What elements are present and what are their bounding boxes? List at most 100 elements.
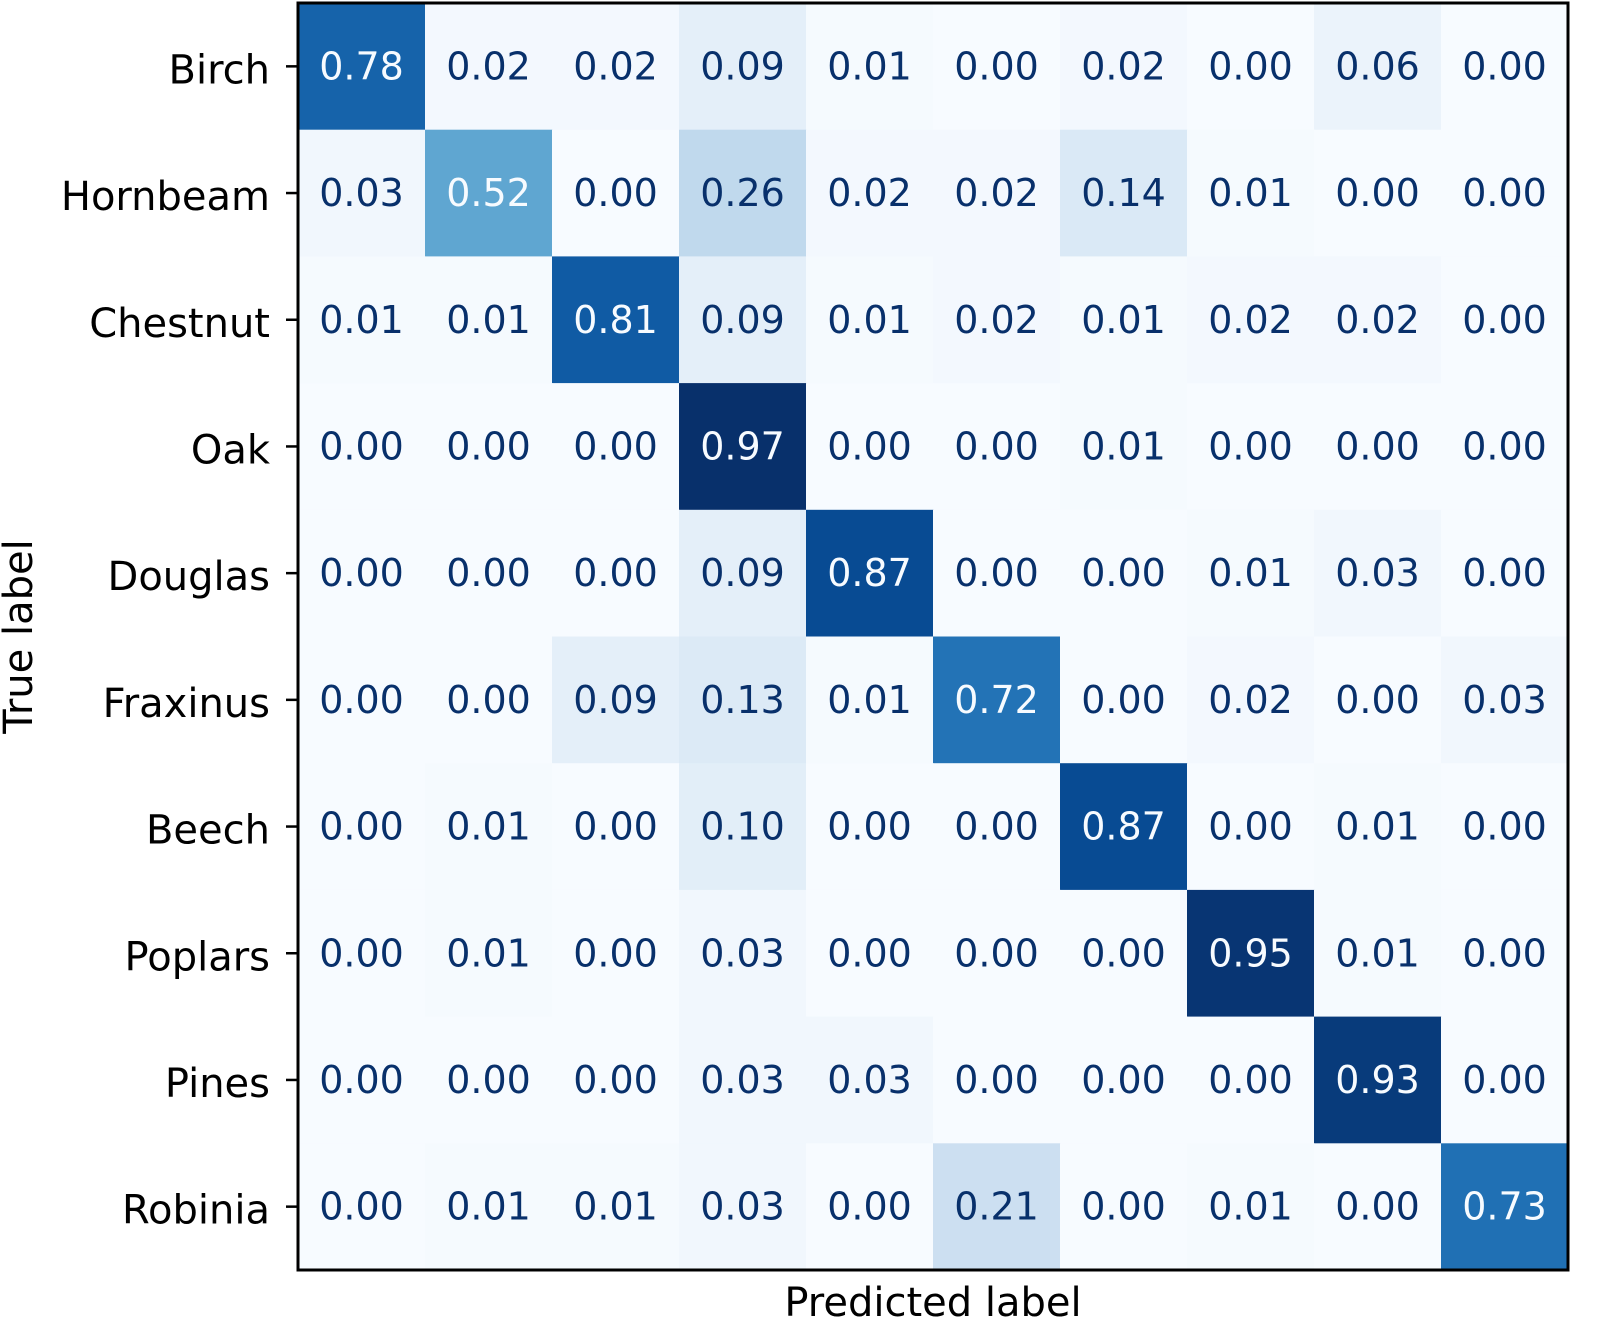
heatmap-cell: [552, 3, 680, 131]
heatmap-cell: [679, 256, 807, 384]
heatmap-cell-label: 0.03: [700, 1058, 785, 1102]
heatmap-cell-label: 0.01: [1335, 805, 1420, 849]
heatmap-cell: [1060, 636, 1188, 764]
y-tick-label: Pines: [165, 1061, 270, 1107]
heatmap-cell-label: 0.09: [700, 298, 785, 342]
heatmap-cell: [1060, 129, 1188, 257]
heatmap-cell: [1441, 1143, 1569, 1271]
heatmap-cell-label: 0.00: [827, 424, 912, 468]
heatmap-cell: [1187, 509, 1315, 638]
heatmap-cell: [1187, 129, 1315, 257]
heatmap-cell-label: 0.01: [827, 678, 912, 722]
heatmap-cell: [1441, 889, 1569, 1018]
heatmap-cell: [806, 1143, 934, 1271]
heatmap-cell-label: 0.00: [1081, 931, 1166, 975]
heatmap-cell: [679, 1143, 807, 1271]
y-tick-label: Robinia: [122, 1188, 270, 1234]
heatmap-cell-label: 0.72: [954, 678, 1039, 722]
heatmap-cell-label: 0.00: [1081, 551, 1166, 595]
heatmap-cell: [679, 889, 807, 1018]
heatmap-cell-label: 0.09: [573, 678, 658, 722]
heatmap-cell: [552, 129, 680, 257]
heatmap-cell-label: 0.03: [700, 1185, 785, 1229]
heatmap-cell-label: 0.03: [700, 931, 785, 975]
heatmap-cell-label: 0.00: [1081, 1185, 1166, 1229]
heatmap-cell-label: 0.01: [446, 805, 531, 849]
heatmap-cell-label: 0.21: [954, 1185, 1039, 1229]
heatmap-cell: [806, 256, 934, 384]
heatmap-cell-label: 0.00: [954, 44, 1039, 88]
heatmap-cell-label: 0.00: [319, 424, 404, 468]
heatmap-cell: [425, 383, 553, 511]
heatmap-cell: [552, 1143, 680, 1271]
heatmap-cell-label: 0.00: [1462, 1058, 1547, 1102]
heatmap-cell: [1314, 509, 1442, 638]
heatmap-cell: [298, 1143, 426, 1271]
heatmap-cell-label: 0.78: [319, 44, 404, 88]
heatmap-cell: [679, 1016, 807, 1144]
heatmap-cell: [298, 383, 426, 511]
heatmap-cell-label: 0.02: [954, 171, 1039, 215]
heatmap-cell: [806, 383, 934, 511]
heatmap-cell-label: 0.02: [1208, 678, 1293, 722]
heatmap-cell-label: 0.01: [1208, 551, 1293, 595]
heatmap-cell-label: 0.00: [319, 805, 404, 849]
heatmap-cell: [1441, 763, 1569, 891]
heatmap-cell: [679, 129, 807, 257]
heatmap-cell: [298, 763, 426, 891]
heatmap-cell-label: 0.03: [1335, 551, 1420, 595]
heatmap-cell-label: 0.01: [827, 44, 912, 88]
y-tick-label: Oak: [191, 427, 271, 473]
y-tick-label: Birch: [169, 47, 270, 93]
y-axis-ticks: Birch Hornbeam Chestnut Oak Douglas Fraxinus B…: [61, 47, 298, 1234]
heatmap-cell: [1187, 383, 1315, 511]
heatmap-cell-label: 0.03: [1462, 678, 1547, 722]
heatmap-cell-label: 0.00: [1208, 805, 1293, 849]
heatmap-cell-label: 0.00: [319, 678, 404, 722]
heatmap-cell-label: 0.00: [1335, 1185, 1420, 1229]
heatmap-cell-label: 0.00: [954, 805, 1039, 849]
heatmap-cell-label: 0.06: [1335, 44, 1420, 88]
heatmap-cell: [933, 763, 1061, 891]
heatmap-cell: [552, 256, 680, 384]
heatmap-cell: [1441, 1016, 1569, 1144]
heatmap-cell: [1441, 509, 1569, 638]
heatmap-cell-label: 0.87: [827, 551, 912, 595]
heatmap-cell: [425, 3, 553, 131]
heatmap-cell-label: 0.00: [1081, 1058, 1166, 1102]
heatmap-cell-label: 0.01: [1335, 931, 1420, 975]
heatmap-cell: [1441, 383, 1569, 511]
heatmap-cell: [1314, 383, 1442, 511]
heatmap-cell: [806, 129, 934, 257]
heatmap-cell: [806, 763, 934, 891]
heatmap-cell: [933, 509, 1061, 638]
heatmap-cell: [298, 3, 426, 131]
heatmap-cell: [933, 636, 1061, 764]
heatmap-cell: [1060, 763, 1188, 891]
heatmap-cell-label: 0.09: [700, 551, 785, 595]
heatmap-cell: [1060, 256, 1188, 384]
heatmap-cell: [1187, 763, 1315, 891]
heatmap-cell-label: 0.00: [573, 805, 658, 849]
heatmap-cell: [1441, 636, 1569, 764]
y-tick-label: Douglas: [108, 554, 270, 600]
heatmap-cell: [298, 636, 426, 764]
heatmap-cell: [552, 763, 680, 891]
heatmap-cell: [1060, 383, 1188, 511]
heatmap-cell: [1314, 763, 1442, 891]
heatmap-cell-label: 0.02: [827, 171, 912, 215]
heatmap-cell: [425, 636, 553, 764]
heatmap-cell-label: 0.52: [446, 171, 531, 215]
heatmap-cell-label: 0.00: [827, 805, 912, 849]
heatmap-cell-label: 0.00: [954, 424, 1039, 468]
heatmap-cell: [298, 256, 426, 384]
y-tick-label: Hornbeam: [61, 174, 270, 220]
heatmap-cell: [1187, 889, 1315, 1018]
heatmap-cell: [1314, 1016, 1442, 1144]
heatmap-cell-label: 0.00: [827, 1185, 912, 1229]
plot-frame: [296, 1, 1570, 1272]
heatmap-cell: [552, 509, 680, 638]
heatmap-cell: [1314, 1143, 1442, 1271]
heatmap-cell: [425, 256, 553, 384]
heatmap-cell-label: 0.00: [1462, 298, 1547, 342]
